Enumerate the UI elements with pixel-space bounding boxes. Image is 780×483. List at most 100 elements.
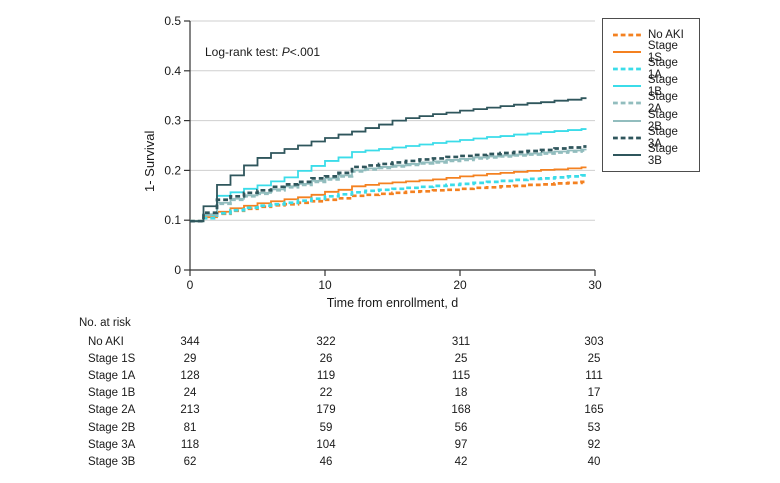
curve-stage-1b (190, 128, 587, 223)
x-axis-title: Time from enrollment, d (326, 296, 459, 310)
curve-stage-1s (190, 166, 587, 223)
risk-value-stage-1s-d30: 25 (587, 353, 601, 366)
legend: No AKI Stage 1S Stage 1A Stage 1B Stage 2A St… (602, 18, 700, 172)
legend-item-stage-1a: Stage 1A (612, 57, 695, 81)
risk-value-stage-1s-d10: 26 (319, 353, 333, 366)
risk-row-label-stage-1a: Stage 1A (88, 370, 136, 383)
y-tick-label-0.4: 0.4 (164, 64, 181, 78)
risk-value-stage-1s-d20: 25 (454, 353, 468, 366)
curve-stage-1a (190, 174, 587, 223)
legend-line-swatch-stage-1b (613, 85, 641, 88)
legend-item-no-aki: No AKI (612, 26, 695, 43)
x-tick-label-10: 10 (318, 278, 332, 292)
y-tick-label-0.5: 0.5 (164, 14, 181, 28)
risk-value-stage-2a-d10: 179 (316, 404, 336, 417)
risk-row-label-stage-1s: Stage 1S (88, 353, 136, 366)
risk-row-stage-3b: Stage 3B 62 46 42 40 (0, 456, 780, 470)
legend-label-stage-2b: Stage 2B (647, 108, 678, 133)
x-tick-label-20: 20 (453, 278, 467, 292)
risk-value-stage-1a-d20: 115 (451, 370, 471, 383)
risk-value-stage-1b-d20: 18 (454, 387, 468, 400)
risk-value-stage-3a-d10: 104 (316, 438, 336, 451)
risk-value-stage-2b-d0: 81 (183, 421, 197, 434)
risk-row-label-no-aki: No AKI (88, 336, 124, 348)
legend-line-swatch-stage-2b (613, 119, 641, 122)
risk-row-label-stage-1b: Stage 1B (88, 387, 136, 400)
x-tick-label-0: 0 (187, 278, 194, 292)
annotation-suffix: <.001 (289, 45, 321, 59)
legend-item-stage-2a: Stage 2A (612, 91, 695, 115)
legend-label-stage-1s: Stage 1S (647, 39, 678, 64)
x-tick-label-30: 30 (588, 278, 602, 292)
risk-value-no-aki-d20: 311 (451, 336, 471, 348)
curve-no-aki (190, 180, 587, 223)
risk-value-stage-3a-d20: 97 (454, 438, 468, 451)
log-rank-annotation: Log-rank test: P<.001 (205, 45, 320, 59)
risk-row-label-stage-3b: Stage 3B (88, 455, 136, 468)
legend-label-stage-1a: Stage 1A (647, 56, 678, 81)
legend-line-swatch-stage-3b (613, 153, 641, 156)
curve-stage-2b (190, 148, 587, 223)
risk-value-stage-3b-d20: 42 (454, 455, 468, 468)
curve-stage-3b (190, 97, 587, 223)
risk-row-stage-1s: Stage 1S 29 26 25 25 (0, 353, 780, 367)
legend-item-stage-3a: Stage 3A (612, 126, 695, 150)
risk-value-stage-1b-d30: 17 (587, 387, 601, 400)
legend-label-stage-3a: Stage 3A (647, 125, 678, 150)
legend-line-swatch-no-aki (613, 33, 641, 36)
annotation-prefix: Log-rank test: (205, 45, 282, 59)
risk-value-stage-3a-d30: 92 (587, 438, 601, 451)
survival-plot: 0 0.1 0.2 0.3 0.4 0.5 0 10 20 30 (164, 14, 602, 292)
risk-row-stage-2b: Stage 2B 81 59 56 53 (0, 422, 780, 436)
risk-value-stage-2b-d20: 56 (454, 421, 468, 434)
risk-value-stage-1a-d30: 111 (585, 370, 603, 383)
annotation-p-italic: P (281, 45, 290, 59)
legend-label-stage-2a: Stage 2A (647, 91, 678, 116)
risk-row-stage-1a: Stage 1A 128 119 115 111 (0, 370, 780, 384)
legend-item-stage-1b: Stage 1B (612, 74, 695, 98)
legend-item-stage-2b: Stage 2B (612, 109, 695, 133)
risk-value-stage-1a-d0: 128 (180, 370, 200, 383)
y-tick-label-0: 0 (174, 263, 181, 277)
y-tick-label-0.2: 0.2 (164, 163, 181, 177)
y-axis-title: 1- Survival (142, 130, 157, 192)
curve-stage-2a (190, 149, 587, 223)
risk-value-stage-2b-d10: 59 (319, 421, 333, 434)
legend-line-swatch-stage-3a (613, 136, 641, 140)
risk-value-stage-3b-d10: 46 (319, 455, 333, 468)
risk-value-stage-2a-d0: 213 (180, 404, 200, 417)
legend-line-swatch-stage-1a (613, 67, 641, 71)
risk-value-no-aki-d10: 322 (316, 336, 336, 348)
curve-stage-3a (190, 145, 587, 223)
risk-value-stage-2a-d20: 168 (451, 404, 471, 417)
risk-value-no-aki-d30: 303 (584, 336, 604, 348)
legend-line-swatch-stage-2a (613, 101, 641, 105)
risk-value-stage-1b-d0: 24 (183, 387, 197, 400)
risk-value-stage-2a-d30: 165 (584, 404, 604, 417)
risk-value-stage-3b-d30: 40 (587, 455, 601, 468)
y-tick-label-0.3: 0.3 (164, 114, 181, 128)
legend-label-no-aki: No AKI (648, 28, 684, 41)
risk-value-stage-1b-d10: 22 (319, 387, 333, 400)
legend-item-stage-3b: Stage 3B (612, 143, 695, 167)
risk-row-no-aki: No AKI 344 322 311 303 (0, 336, 780, 350)
risk-row-stage-1b: Stage 1B 24 22 18 17 (0, 387, 780, 401)
legend-label-stage-1b: Stage 1B (647, 74, 678, 99)
risk-value-stage-3a-d0: 118 (180, 438, 200, 451)
y-tick-label-0.1: 0.1 (164, 213, 181, 227)
risk-value-no-aki-d0: 344 (180, 336, 200, 348)
risk-value-stage-1s-d0: 29 (183, 353, 197, 366)
risk-row-stage-3a: Stage 3A 118 104 97 92 (0, 439, 780, 453)
risk-value-stage-1a-d10: 119 (316, 370, 336, 383)
risk-row-label-stage-3a: Stage 3A (88, 438, 136, 451)
risk-table-title: No. at risk (79, 317, 131, 329)
legend-item-stage-1s: Stage 1S (612, 40, 695, 64)
risk-row-stage-2a: Stage 2A 213 179 168 165 (0, 404, 780, 418)
risk-value-stage-2b-d30: 53 (587, 421, 601, 434)
risk-value-stage-3b-d0: 62 (183, 455, 197, 468)
risk-row-label-stage-2b: Stage 2B (88, 421, 136, 434)
legend-line-swatch-stage-1s (613, 50, 641, 53)
risk-row-label-stage-2a: Stage 2A (88, 404, 136, 417)
legend-label-stage-3b: Stage 3B (647, 142, 678, 167)
